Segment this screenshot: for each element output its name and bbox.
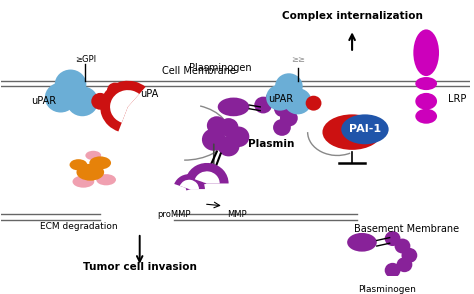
Wedge shape [186, 163, 228, 183]
Circle shape [91, 93, 109, 110]
Text: Plasminogen: Plasminogen [358, 285, 416, 294]
Ellipse shape [70, 159, 87, 171]
Circle shape [397, 257, 412, 272]
Text: Basement Membrane: Basement Membrane [354, 224, 459, 234]
Circle shape [254, 97, 272, 113]
Ellipse shape [76, 164, 104, 181]
Text: Cell Membrane: Cell Membrane [162, 66, 236, 76]
Ellipse shape [415, 109, 437, 124]
Circle shape [66, 86, 98, 116]
Text: Complex internalization: Complex internalization [282, 11, 422, 21]
Ellipse shape [89, 156, 111, 169]
Circle shape [218, 136, 239, 156]
Ellipse shape [347, 233, 377, 252]
Ellipse shape [73, 176, 94, 188]
Circle shape [228, 126, 249, 147]
Circle shape [274, 100, 292, 117]
Text: MMP: MMP [227, 210, 246, 219]
Wedge shape [180, 180, 199, 189]
Ellipse shape [218, 98, 249, 116]
Text: LRP: LRP [448, 94, 466, 104]
Circle shape [265, 91, 283, 108]
Circle shape [45, 83, 76, 113]
Circle shape [273, 119, 291, 136]
Text: uPAR: uPAR [31, 96, 56, 106]
Ellipse shape [415, 93, 437, 110]
Circle shape [385, 231, 401, 246]
Circle shape [401, 248, 417, 263]
Text: Plasminogen: Plasminogen [190, 63, 252, 73]
Wedge shape [174, 174, 205, 189]
Wedge shape [100, 81, 146, 131]
Text: PAI-1: PAI-1 [349, 124, 381, 134]
Circle shape [275, 73, 303, 99]
Circle shape [306, 96, 321, 111]
Text: ECM degradation: ECM degradation [40, 222, 117, 231]
Circle shape [107, 83, 123, 98]
Circle shape [385, 263, 401, 278]
Circle shape [219, 118, 238, 137]
Circle shape [266, 84, 294, 111]
Circle shape [284, 88, 311, 114]
Wedge shape [195, 171, 220, 183]
Text: uPAR: uPAR [268, 94, 293, 104]
Circle shape [207, 116, 227, 135]
Circle shape [280, 110, 298, 126]
Text: proMMP: proMMP [157, 210, 191, 219]
Text: uPA: uPA [140, 89, 158, 99]
Circle shape [202, 128, 226, 151]
Text: ≥GPI: ≥GPI [75, 55, 96, 64]
Ellipse shape [322, 114, 382, 150]
Ellipse shape [85, 151, 101, 160]
Text: Plasmin: Plasmin [248, 139, 295, 149]
Ellipse shape [341, 114, 389, 144]
Text: Tumor cell invasion: Tumor cell invasion [83, 262, 197, 272]
Wedge shape [110, 90, 139, 123]
Text: ≥≥: ≥≥ [291, 55, 305, 64]
Circle shape [55, 70, 86, 99]
Wedge shape [185, 176, 207, 191]
Ellipse shape [415, 77, 437, 90]
Circle shape [394, 238, 410, 253]
Ellipse shape [96, 174, 116, 185]
Ellipse shape [413, 29, 439, 76]
